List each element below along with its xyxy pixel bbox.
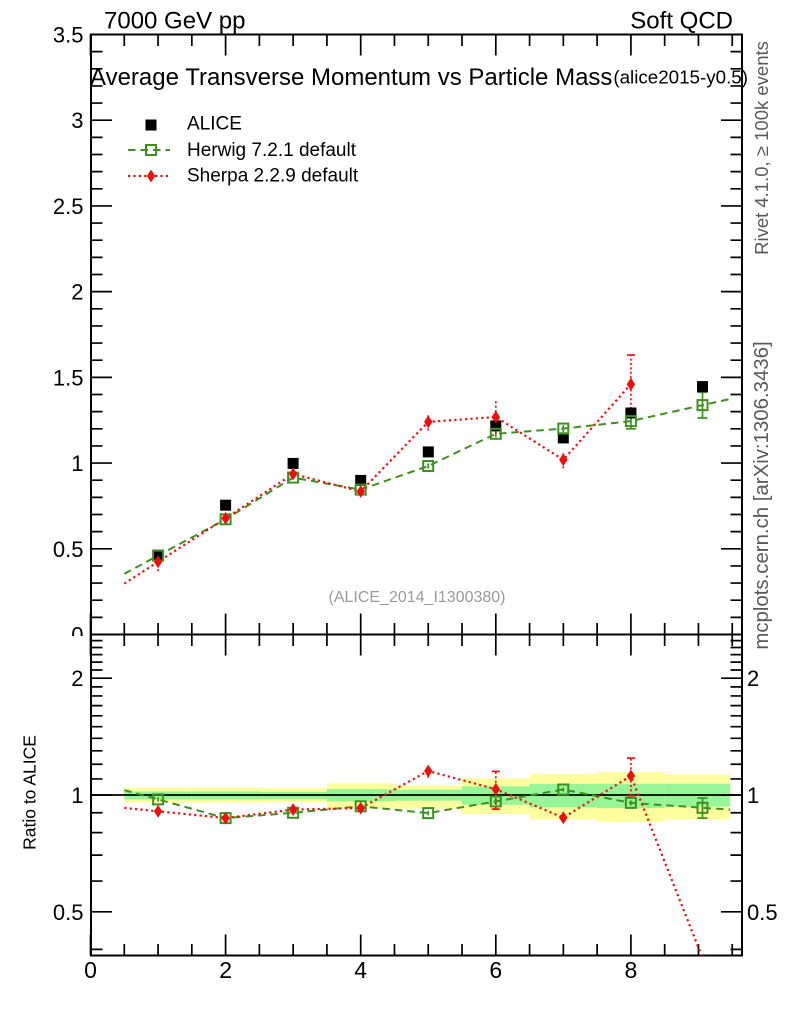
svg-text:Herwig 7.2.1 default: Herwig 7.2.1 default — [187, 140, 357, 161]
svg-text:0.5: 0.5 — [53, 537, 84, 562]
svg-text:7000 GeV pp: 7000 GeV pp — [104, 8, 245, 35]
svg-text:ALICE: ALICE — [187, 114, 242, 135]
svg-text:(ALICE_2014_I1300380): (ALICE_2014_I1300380) — [328, 589, 505, 606]
svg-text:1: 1 — [71, 451, 83, 476]
svg-text:Average Transverse Momentum vs: Average Transverse Momentum vs Particle … — [90, 64, 612, 91]
svg-text:mcplots.cern.ch [arXiv:1306.34: mcplots.cern.ch [arXiv:1306.3436] — [751, 341, 773, 649]
svg-text:Rivet 4.1.0, ≥ 100k events: Rivet 4.1.0, ≥ 100k events — [751, 41, 772, 255]
svg-text:0.5: 0.5 — [747, 900, 778, 925]
svg-text:2.5: 2.5 — [53, 194, 84, 219]
svg-text:0: 0 — [84, 957, 97, 983]
svg-text:0: 0 — [71, 623, 83, 648]
svg-text:Ratio to ALICE: Ratio to ALICE — [20, 735, 40, 850]
svg-text:6: 6 — [489, 957, 502, 983]
svg-text:8: 8 — [625, 957, 638, 983]
svg-text:4: 4 — [354, 957, 367, 983]
svg-text:1.5: 1.5 — [53, 365, 84, 390]
svg-text:0.5: 0.5 — [53, 900, 84, 925]
svg-text:Sherpa 2.2.9 default: Sherpa 2.2.9 default — [187, 166, 359, 187]
svg-text:2: 2 — [747, 666, 759, 691]
svg-text:(alice2015-y0.5): (alice2015-y0.5) — [613, 67, 748, 88]
svg-text:1: 1 — [71, 783, 83, 808]
svg-text:Soft QCD: Soft QCD — [630, 8, 733, 35]
svg-text:3: 3 — [71, 108, 83, 133]
svg-text:1: 1 — [747, 783, 759, 808]
svg-text:2: 2 — [71, 666, 83, 691]
svg-text:3.5: 3.5 — [53, 23, 84, 48]
svg-text:2: 2 — [71, 280, 83, 305]
svg-text:2: 2 — [219, 957, 232, 983]
